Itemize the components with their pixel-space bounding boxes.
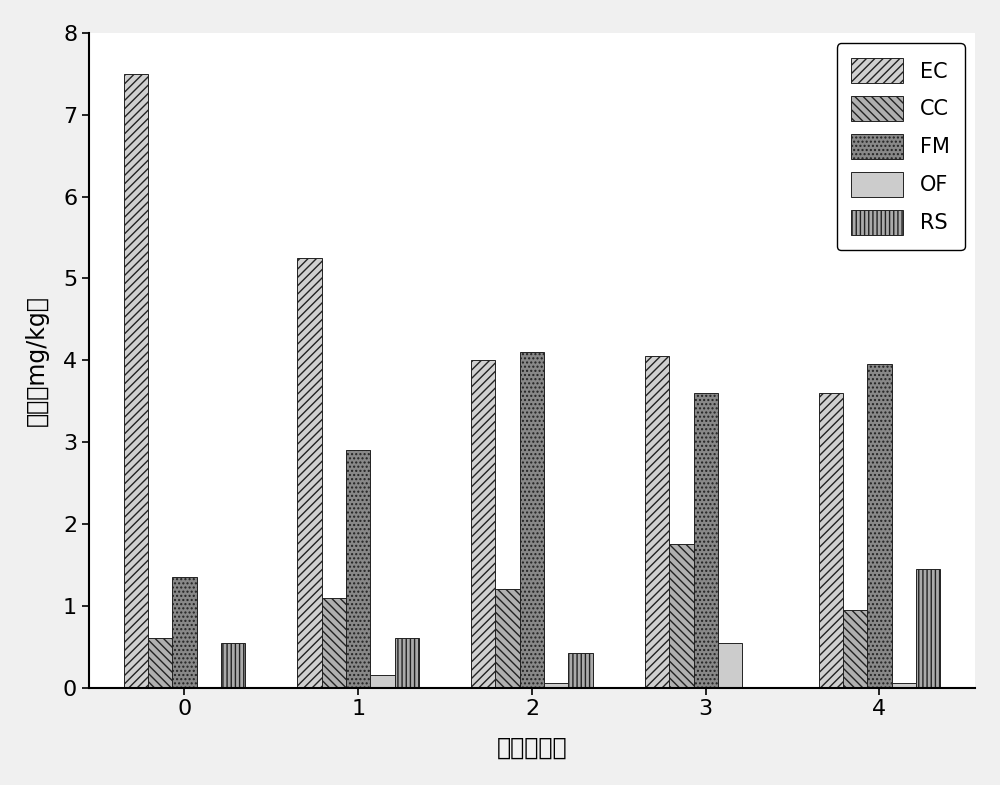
Bar <box>694 393 718 688</box>
Bar <box>843 610 867 688</box>
Bar <box>520 352 544 688</box>
Bar <box>172 577 197 688</box>
Bar <box>645 356 669 688</box>
Legend: EC, CC, FM, OF, RS: EC, CC, FM, OF, RS <box>837 43 965 250</box>
Bar <box>568 653 593 688</box>
Bar <box>867 364 892 688</box>
X-axis label: 时间（周）: 时间（周） <box>497 736 567 760</box>
Bar <box>148 638 172 688</box>
Bar <box>297 258 322 688</box>
Bar <box>395 638 419 688</box>
Bar <box>322 597 346 688</box>
Bar <box>370 675 395 688</box>
Bar <box>346 451 370 688</box>
Bar <box>495 590 520 688</box>
Y-axis label: 浓度（mg/kg）: 浓度（mg/kg） <box>25 295 49 425</box>
Bar <box>221 643 245 688</box>
Bar <box>819 393 843 688</box>
Bar <box>544 684 568 688</box>
Bar <box>718 643 742 688</box>
Bar <box>669 544 694 688</box>
Bar <box>916 569 940 688</box>
Bar <box>892 684 916 688</box>
Bar <box>471 360 495 688</box>
Bar <box>124 74 148 688</box>
